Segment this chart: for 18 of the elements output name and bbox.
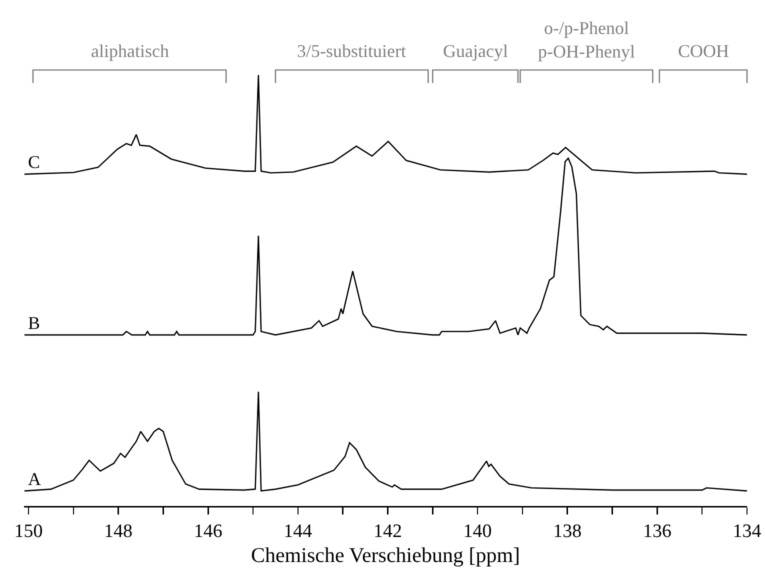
- text: o-/p-Phenol p-OH-Phenyl: [538, 18, 635, 62]
- x-tick-label: 144: [284, 521, 313, 542]
- text: COOH: [678, 41, 730, 61]
- x-tick-label: 134: [732, 521, 762, 542]
- x-tick-label: 146: [194, 521, 222, 542]
- text: 3/5-substituiert: [297, 41, 406, 61]
- series-label: A: [28, 469, 41, 489]
- text: aliphatisch: [91, 41, 169, 61]
- x-tick-label: 142: [374, 521, 402, 542]
- x-axis-title: Chemische Verschiebung [ppm]: [250, 543, 520, 568]
- x-tick-label: 136: [642, 521, 672, 542]
- x-tick-label: 148: [104, 521, 133, 542]
- text: Guajacyl: [443, 41, 508, 61]
- x-tick-label: 150: [14, 521, 43, 542]
- series-label: B: [28, 313, 40, 333]
- x-tick-label: 138: [553, 521, 582, 542]
- series-label: C: [28, 152, 40, 172]
- x-tick-label: 140: [463, 521, 492, 542]
